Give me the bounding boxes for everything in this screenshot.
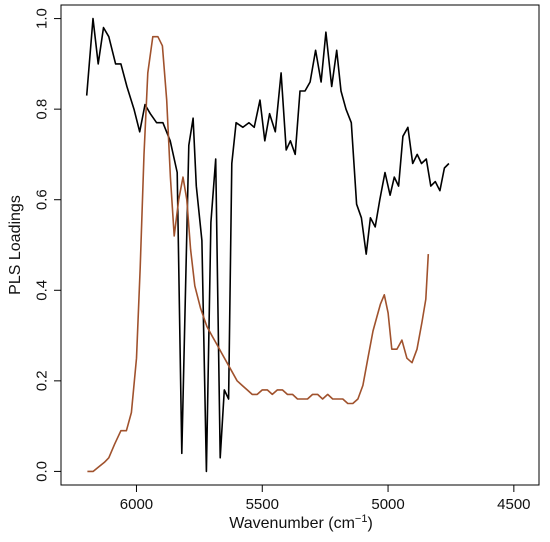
x-axis-title-close: ): [367, 515, 372, 532]
x-axis-title: Wavenumber (cm−1): [229, 513, 373, 532]
x-tick-label: 4500: [497, 496, 530, 513]
y-axis-title: PLS Loadings: [7, 195, 24, 295]
y-tick-label: 0.0: [34, 461, 51, 482]
y-tick-label: 0.6: [34, 189, 51, 210]
y-tick-label: 1.0: [34, 8, 51, 29]
y-tick-label: 0.2: [34, 370, 51, 391]
y-tick-label: 0.4: [34, 280, 51, 301]
series-line-1: [85, 17, 450, 473]
y-tick-label: 0.8: [34, 99, 51, 120]
x-axis: 6000 5500 5000 4500: [120, 485, 531, 513]
x-axis-title-superscript: −1: [355, 513, 368, 525]
series-layer: [85, 17, 450, 473]
x-tick-label: 6000: [120, 496, 153, 513]
plot-frame: [60, 4, 540, 486]
y-axis: 0.0 0.2 0.4 0.6 0.8 1.0: [34, 8, 61, 482]
x-tick-label: 5000: [371, 496, 404, 513]
series-line-2: [87, 35, 430, 473]
x-tick-label: 5500: [246, 496, 279, 513]
